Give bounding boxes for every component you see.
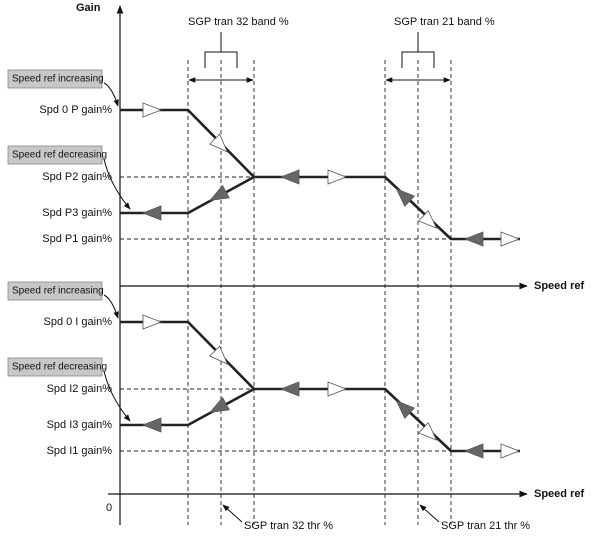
band-label: SGP tran 32 band % bbox=[188, 16, 289, 28]
band-bracket: SGP tran 21 band % bbox=[385, 16, 495, 83]
direction-arrow bbox=[395, 400, 416, 419]
direction-arrow bbox=[417, 210, 438, 229]
direction-arrow bbox=[500, 231, 521, 247]
direction-arrow bbox=[208, 345, 229, 365]
threshold-label: SGP tran 32 thr % bbox=[222, 504, 333, 532]
band-label: SGP tran 21 band % bbox=[394, 16, 495, 28]
direction-arrow bbox=[209, 396, 230, 413]
threshold-lines bbox=[187, 60, 452, 525]
mode-label: Speed ref increasing bbox=[12, 74, 104, 85]
mode-box bbox=[7, 69, 103, 89]
level-label: Spd P2 gain% bbox=[42, 171, 112, 183]
origin-label: 0 bbox=[106, 502, 112, 514]
direction-arrow bbox=[327, 169, 348, 185]
direction-arrow bbox=[141, 205, 162, 221]
level-label: Spd I1 gain% bbox=[47, 445, 113, 457]
band-bracket: SGP tran 32 band % bbox=[188, 16, 289, 83]
gain-curve bbox=[120, 387, 255, 427]
direction-arrow bbox=[279, 169, 300, 185]
level-label: Spd P1 gain% bbox=[42, 233, 112, 245]
gain-label: Gain bbox=[76, 2, 101, 14]
direction-arrow bbox=[209, 184, 230, 201]
speed-label: Speed ref bbox=[534, 280, 584, 292]
speed-label: Speed ref bbox=[534, 488, 584, 500]
pointer bbox=[103, 82, 119, 107]
mode-box bbox=[7, 145, 103, 165]
direction-arrow bbox=[142, 102, 163, 118]
threshold-text: SGP tran 21 thr % bbox=[441, 520, 530, 532]
threshold-label: SGP tran 21 thr % bbox=[419, 504, 530, 532]
mode-box bbox=[7, 281, 103, 301]
panels: Spd 0 P gain% Spd P2 gain% Spd P3 gain% Spd… bbox=[7, 69, 521, 459]
mode-label: Speed ref increasing bbox=[12, 286, 104, 297]
direction-arrow bbox=[463, 443, 484, 459]
level-label: Spd 0 I gain% bbox=[44, 316, 113, 328]
direction-arrow bbox=[463, 231, 484, 247]
pointer bbox=[103, 294, 119, 319]
mode-box bbox=[7, 357, 103, 377]
direction-arrow bbox=[395, 188, 416, 207]
gain-curve bbox=[120, 320, 520, 453]
mode-label: Speed ref decreasing bbox=[12, 362, 107, 373]
mode-label: Speed ref decreasing bbox=[12, 150, 107, 161]
threshold-text: SGP tran 32 thr % bbox=[244, 520, 333, 532]
direction-arrow bbox=[500, 443, 521, 459]
pointer bbox=[103, 370, 131, 422]
pointer bbox=[103, 158, 131, 210]
direction-arrow bbox=[417, 422, 438, 441]
direction-arrow bbox=[142, 314, 163, 330]
direction-arrow bbox=[327, 381, 348, 397]
level-label: Spd I2 gain% bbox=[47, 383, 113, 395]
direction-arrow bbox=[208, 133, 229, 153]
direction-arrow bbox=[279, 381, 300, 397]
gain-curve bbox=[120, 175, 255, 215]
level-label: Spd I3 gain% bbox=[47, 419, 113, 431]
direction-arrow bbox=[141, 417, 162, 433]
gain-curve bbox=[120, 108, 520, 241]
level-label: Spd P3 gain% bbox=[42, 207, 112, 219]
level-label: Spd 0 P gain% bbox=[39, 104, 112, 116]
